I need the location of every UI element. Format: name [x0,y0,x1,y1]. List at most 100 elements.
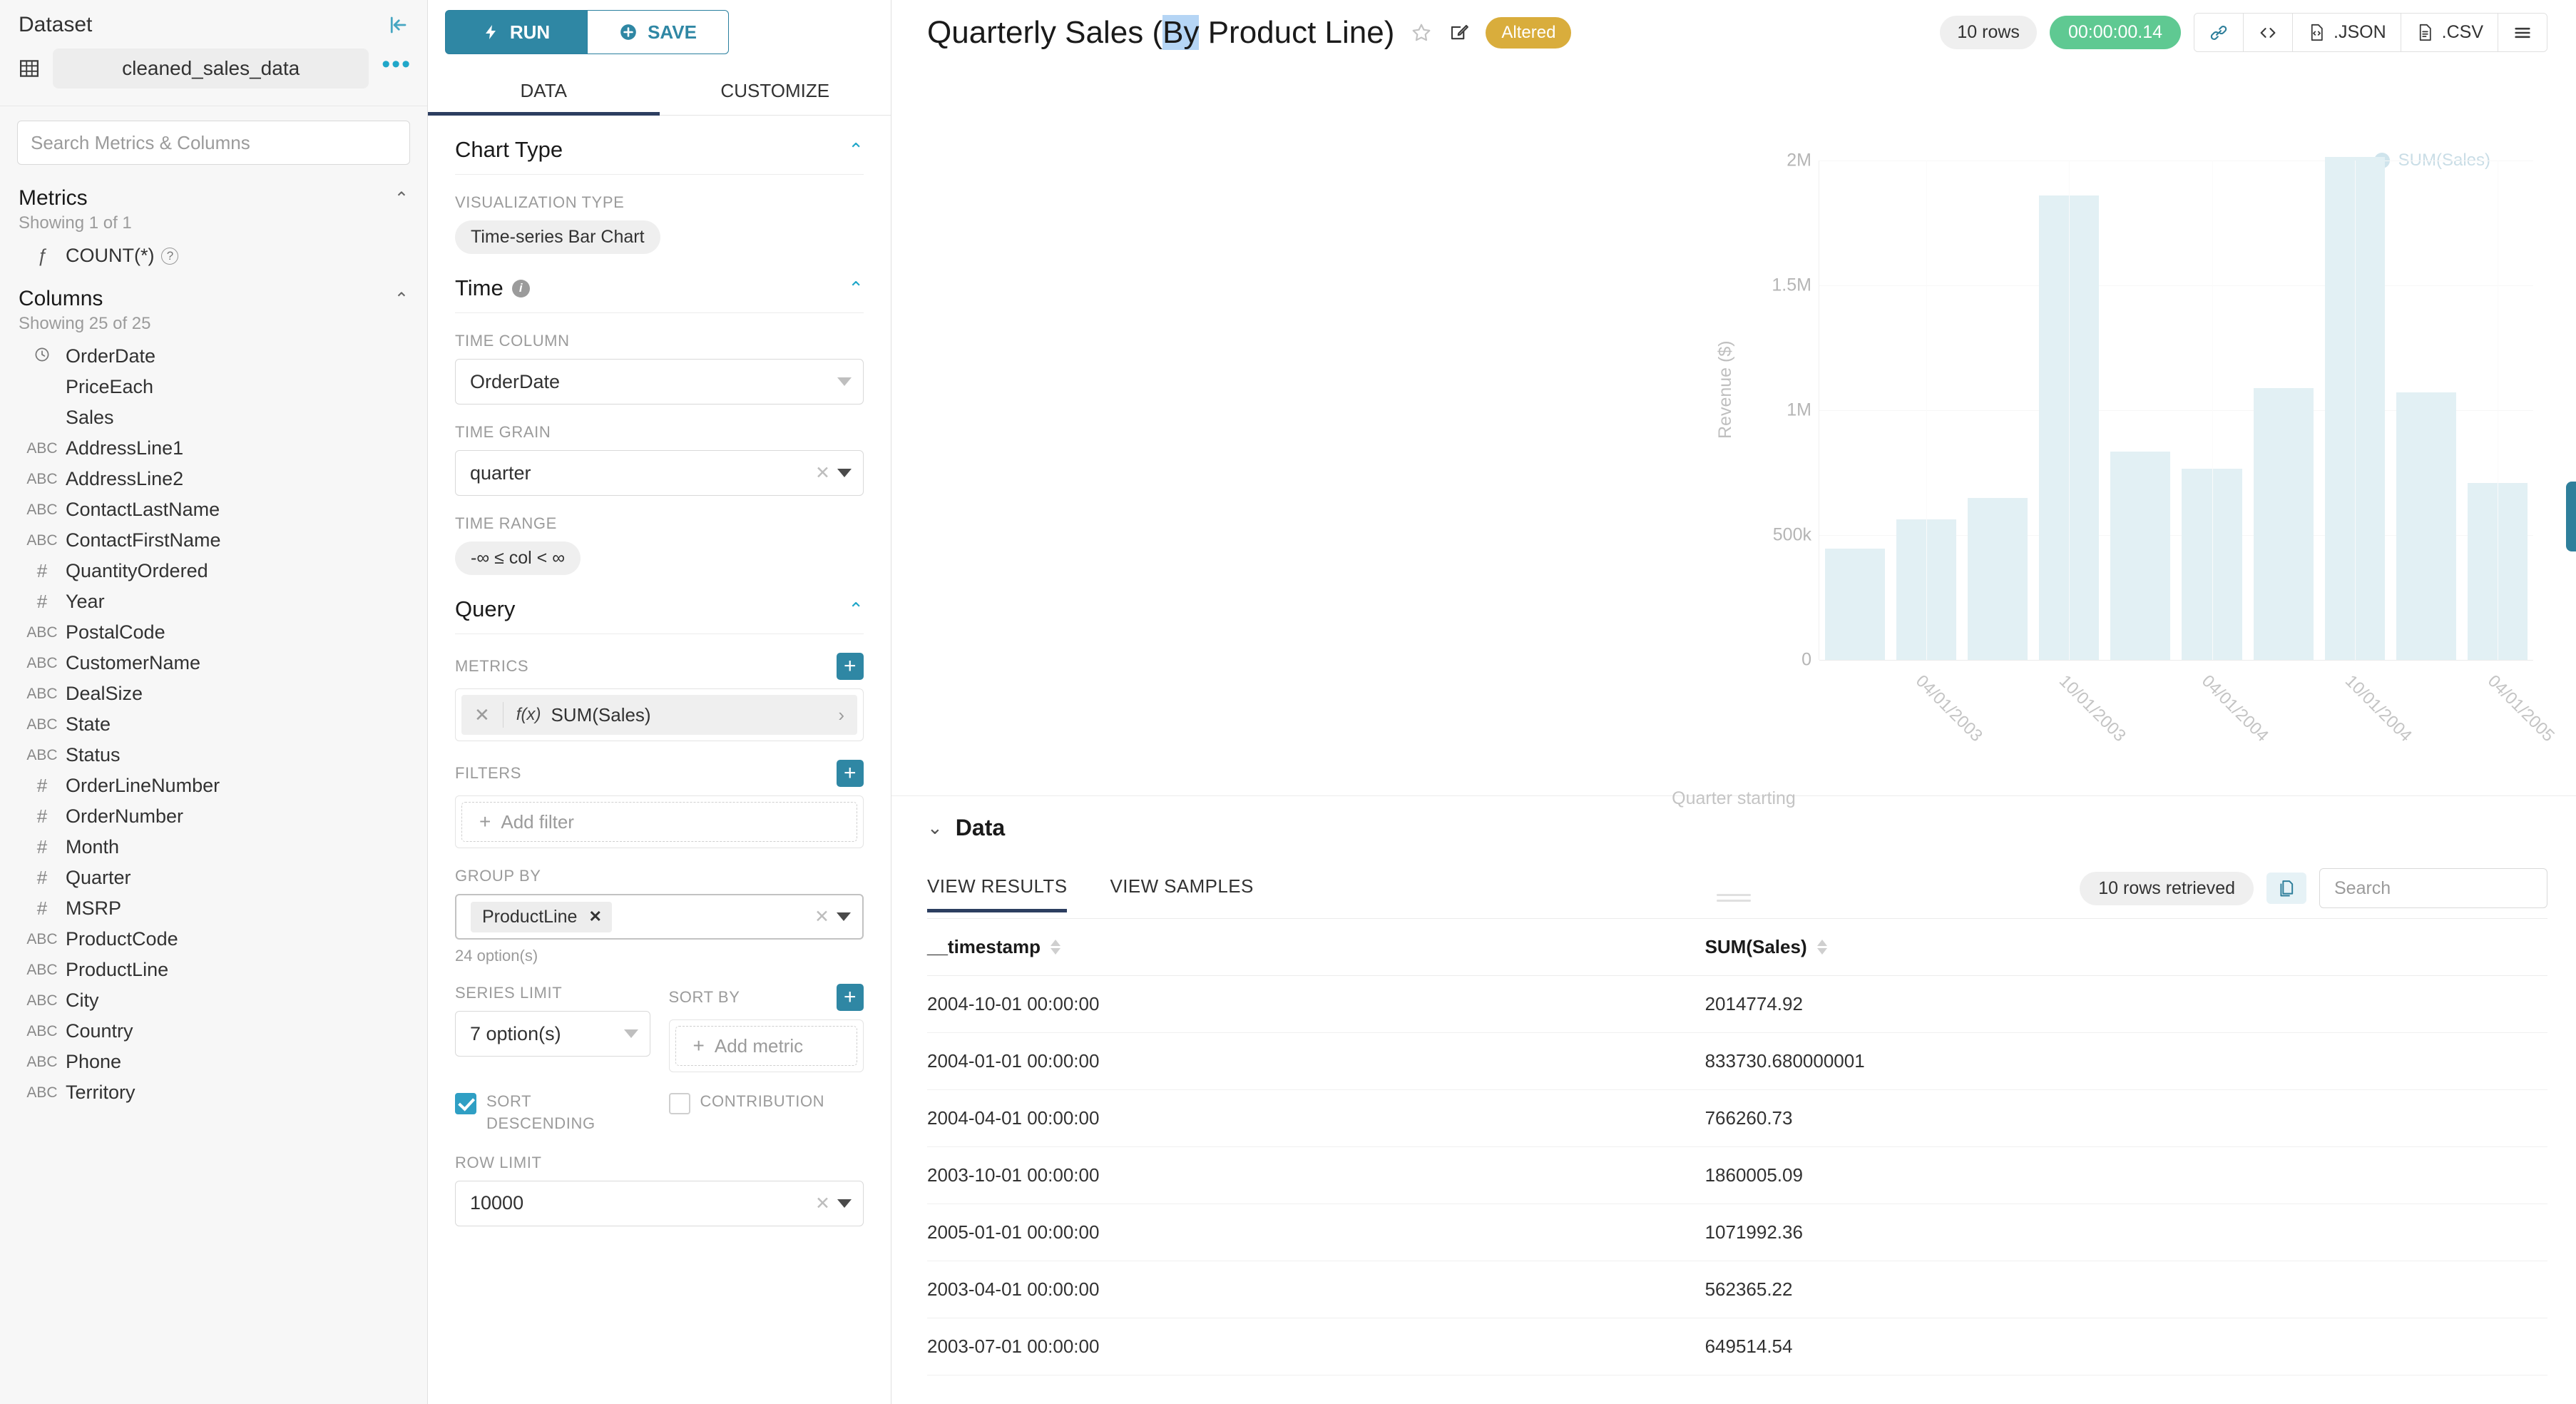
list-item[interactable]: ABC Phone [0,1047,427,1077]
series-limit-select[interactable]: 7 option(s) [455,1011,650,1057]
help-circle-icon[interactable]: ? [161,247,179,265]
list-item[interactable]: # Year [0,586,427,617]
add-metric-dropzone[interactable]: + Add metric [675,1026,857,1066]
tab-customize[interactable]: CUSTOMIZE [720,80,830,101]
list-item[interactable]: ABC CustomerName [0,648,427,678]
table-row[interactable]: 2004-01-01 00:00:00 833730.680000001 [927,1032,2547,1090]
list-item[interactable]: ABC ContactFirstName [0,525,427,556]
chevron-down-icon-data[interactable]: ⌄ [927,817,943,838]
bar[interactable] [2396,392,2456,660]
clear-icon-row-limit[interactable]: ✕ [815,1193,830,1214]
info-icon[interactable]: i [511,279,530,297]
search-metrics-columns-input[interactable] [17,121,410,165]
list-item[interactable]: # OrderNumber [0,801,427,832]
bar[interactable] [2324,156,2385,660]
chevron-up-icon-metrics[interactable]: ⌃ [394,188,409,208]
clear-icon-time-grain[interactable]: ✕ [815,463,830,483]
bar[interactable] [1825,549,1886,660]
data-search-input[interactable] [2319,868,2547,908]
list-item[interactable]: ABC State [0,709,427,740]
save-button[interactable]: SAVE [588,10,729,54]
table-row[interactable]: 2005-01-01 00:00:00 1071992.36 [927,1204,2547,1261]
column-header-sum-sales[interactable]: SUM(Sales) [1704,919,2547,976]
clear-icon-group-by[interactable]: ✕ [814,907,829,927]
edit-properties-icon[interactable] [1448,22,1470,44]
list-item[interactable]: ABC Country [0,1016,427,1047]
chevron-up-icon-chart-type[interactable]: ⌃ [848,138,864,161]
list-item[interactable]: Sales [0,402,427,433]
list-item[interactable]: # OrderLineNumber [0,770,427,801]
list-item[interactable]: # QuantityOrdered [0,556,427,586]
sort-descending-control[interactable]: SORT DESCENDING [455,1072,650,1135]
time-range-value[interactable]: -∞ ≤ col < ∞ [455,541,581,575]
contribution-checkbox[interactable] [668,1093,690,1114]
more-menu-button[interactable] [2498,14,2547,51]
list-item[interactable]: ABC Status [0,740,427,770]
table-row[interactable]: 2004-10-01 00:00:00 2014774.92 [927,975,2547,1033]
bar[interactable] [1968,497,2028,660]
table-row[interactable]: 2003-10-01 00:00:00 1860005.09 [927,1146,2547,1204]
download-json-button[interactable]: .JSON [2293,14,2401,51]
list-item[interactable]: ABC Territory [0,1077,427,1108]
table-row[interactable]: 2003-07-01 00:00:00 649514.54 [927,1318,2547,1375]
list-item[interactable]: ABC DealSize [0,678,427,709]
run-query-button[interactable]: RUN QUERY [2566,482,2576,551]
download-csv-button[interactable]: .CSV [2401,14,2498,51]
bar[interactable] [2039,195,2100,660]
page-title[interactable]: Quarterly Sales (By Product Line) [927,14,1394,51]
list-item[interactable]: OrderDate [0,341,427,372]
run-button[interactable]: RUN [445,10,588,54]
add-sort-metric-button[interactable]: + [837,984,864,1011]
list-item[interactable]: ABC ContactLastName [0,494,427,525]
copy-icon[interactable] [2266,873,2306,904]
tab-view-samples[interactable]: VIEW SAMPLES [1110,875,1254,897]
chevron-up-icon-time[interactable]: ⌃ [848,277,864,299]
resize-handle[interactable] [1717,894,1751,905]
list-item[interactable]: ƒ COUNT(*) ? [0,240,427,271]
time-column-select[interactable]: OrderDate [455,359,864,405]
list-item[interactable]: # MSRP [0,893,427,924]
data-panel-header[interactable]: ⌄ Data [927,796,2547,841]
tab-view-results[interactable]: VIEW RESULTS [927,875,1068,912]
favorite-star-icon[interactable] [1410,21,1433,44]
table-row[interactable]: 2004-04-01 00:00:00 766260.73 [927,1089,2547,1147]
row-limit-select[interactable]: 10000 ✕ [455,1180,864,1226]
sort-icon[interactable] [1816,940,1827,955]
list-item[interactable]: ABC AddressLine2 [0,464,427,494]
share-link-button[interactable] [2194,14,2244,51]
group-by-select[interactable]: ProductLine ✕ ✕ [455,894,864,940]
bar[interactable] [2467,483,2528,660]
collapse-left-icon[interactable] [387,14,409,36]
more-options-icon[interactable]: ••• [382,50,412,78]
chevron-up-icon-columns[interactable]: ⌃ [394,289,409,309]
table-row[interactable]: 2003-04-01 00:00:00 562365.22 [927,1261,2547,1318]
list-item[interactable]: ABC ProductLine [0,955,427,985]
add-metric-button[interactable]: + [837,653,864,680]
time-grain-select[interactable]: quarter ✕ [455,450,864,496]
remove-metric-icon[interactable]: ✕ [474,703,490,726]
group-by-token[interactable]: ProductLine ✕ [471,901,612,932]
bar[interactable] [1896,519,1957,660]
list-item[interactable]: # Month [0,832,427,863]
metric-chip[interactable]: ✕ f(x) SUM(Sales) › [461,695,857,735]
list-item[interactable]: PriceEach [0,372,427,402]
list-item[interactable]: # Quarter [0,863,427,893]
chevron-right-icon[interactable]: › [838,703,844,726]
contribution-control[interactable]: CONTRIBUTION [668,1072,864,1114]
add-filter-dropzone[interactable]: + Add filter [461,802,857,842]
list-item[interactable]: ABC PostalCode [0,617,427,648]
sort-icon[interactable] [1050,940,1060,955]
remove-token-icon[interactable]: ✕ [588,907,602,925]
bar[interactable] [2253,387,2314,660]
status-badge-altered[interactable]: Altered [1486,16,1572,49]
bar[interactable] [2182,468,2242,660]
view-query-button[interactable] [2244,14,2294,51]
visualization-type-value[interactable]: Time-series Bar Chart [455,220,660,254]
list-item[interactable]: ABC City [0,985,427,1016]
list-item[interactable]: ABC AddressLine1 [0,433,427,464]
tab-data[interactable]: DATA [428,70,660,116]
add-filter-button[interactable]: + [837,760,864,787]
bar[interactable] [2110,452,2171,660]
sort-descending-checkbox[interactable] [455,1093,476,1114]
list-item[interactable]: ABC ProductCode [0,924,427,955]
